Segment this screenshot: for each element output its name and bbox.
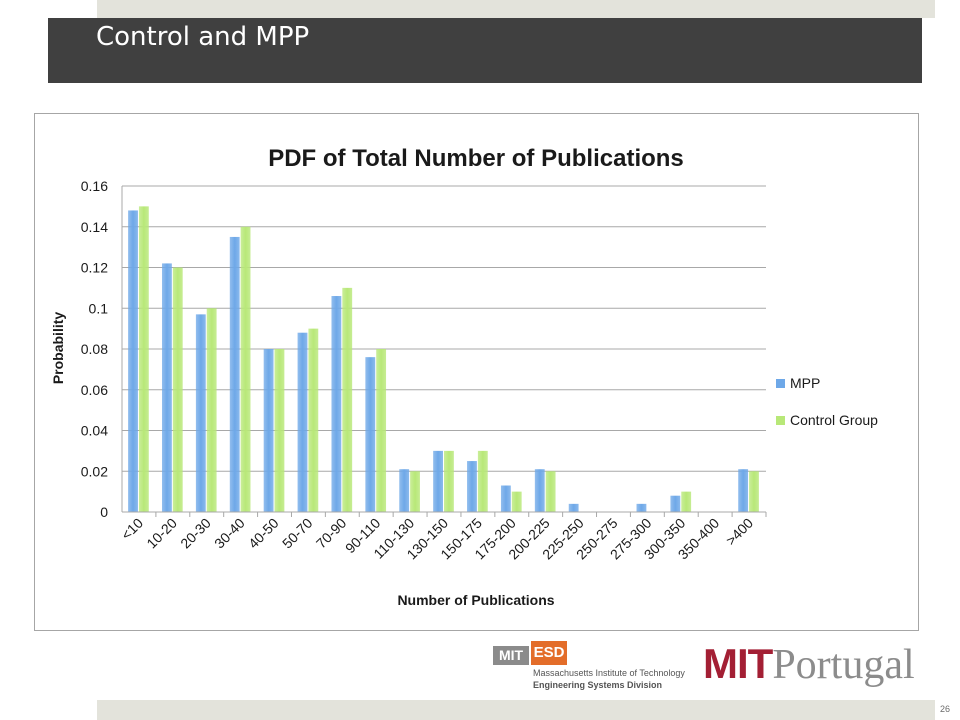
y-tick-label: 0.12: [81, 260, 108, 276]
x-axis-ticks: <1010-2020-3030-4040-5050-7070-9090-1101…: [118, 511, 767, 562]
bar-control-group: [138, 206, 149, 512]
bar-control-group: [444, 450, 454, 512]
bar-mpp: [568, 503, 579, 512]
x-tick-label: 50-70: [279, 515, 316, 552]
bar-mpp: [500, 485, 511, 512]
bar-control-group: [410, 471, 420, 512]
mit-esd-logo-line1: Massachusetts Institute of Technology: [533, 668, 685, 678]
mit-esd-logo-esd: ESD: [531, 641, 567, 665]
mit-portugal-logo-mit: MIT: [703, 640, 773, 687]
x-tick-label: >400: [723, 515, 757, 549]
legend-label-control-group: Control Group: [790, 412, 878, 428]
bar-control-group: [240, 226, 251, 512]
top-accent-strip: [97, 0, 935, 18]
bar-control-group: [342, 287, 353, 512]
x-tick-label: 40-50: [245, 515, 282, 552]
bar-control-group: [477, 450, 488, 512]
bar-control-group: [274, 349, 285, 512]
y-tick-label: 0.08: [81, 341, 108, 357]
mit-portugal-logo-portugal: Portugal: [772, 642, 915, 688]
slide-title: Control and MPP: [96, 22, 310, 52]
bar-mpp: [297, 332, 308, 512]
y-tick-label: 0.1: [89, 300, 109, 316]
bar-control-group: [681, 491, 692, 512]
y-tick-label: 0.14: [81, 219, 108, 235]
bars: [128, 206, 759, 512]
bar-mpp: [433, 450, 443, 512]
bar-control-group: [749, 471, 759, 512]
x-tick-label: 20-30: [177, 515, 214, 552]
legend-swatch-mpp: [776, 379, 785, 388]
y-axis-label: Probability: [50, 312, 66, 385]
y-tick-label: 0.16: [81, 178, 108, 194]
x-tick-label: 30-40: [211, 515, 248, 552]
y-axis-ticks: 0 0.02 0.04 0.06 0.08 0.1 0.12 0.14 0.16: [81, 178, 108, 520]
bottom-accent-strip: [97, 700, 935, 720]
bar-mpp: [399, 469, 410, 512]
bar-mpp: [331, 296, 342, 512]
bar-mpp: [636, 503, 647, 512]
bar-mpp: [263, 349, 274, 512]
legend-label-mpp: MPP: [790, 375, 820, 391]
bar-control-group: [308, 328, 319, 512]
page-number: 26: [940, 704, 951, 714]
y-tick-label: 0.04: [81, 423, 108, 439]
chart-title: PDF of Total Number of Publications: [268, 145, 684, 172]
y-tick-label: 0.06: [81, 382, 108, 398]
bar-control-group: [376, 349, 387, 512]
bar-mpp: [467, 461, 477, 512]
chart: PDF of Total Number of Publications 0 0.0…: [50, 145, 878, 608]
mit-portugal-logo: MITPortugal: [703, 640, 915, 689]
bar-control-group: [172, 267, 183, 512]
mit-esd-logo-line2: Engineering Systems Division: [533, 680, 663, 690]
legend: MPP Control Group: [776, 375, 878, 428]
bar-mpp: [128, 210, 138, 512]
mit-esd-logo-mit: MIT: [493, 646, 529, 665]
legend-swatch-control-group: [776, 416, 785, 425]
y-tick-label: 0: [100, 504, 108, 520]
title-bar: [48, 18, 922, 83]
bar-mpp: [670, 495, 681, 512]
mit-esd-logo: MIT ESD Massachusetts Institute of Techn…: [493, 641, 698, 695]
bar-control-group: [545, 471, 556, 512]
bar-mpp: [229, 236, 240, 512]
bar-mpp: [161, 263, 172, 512]
y-tick-label: 0.02: [81, 463, 108, 479]
x-tick-label: 10-20: [143, 515, 180, 552]
bar-mpp: [365, 357, 376, 512]
bar-mpp: [195, 314, 206, 512]
bar-mpp: [534, 469, 545, 512]
bar-control-group: [511, 491, 522, 512]
chart-frame: PDF of Total Number of Publications 0 0.0…: [34, 113, 919, 631]
bar-mpp: [738, 469, 749, 512]
x-tick-label: <10: [118, 515, 146, 543]
bar-control-group: [206, 308, 217, 512]
x-axis-label: Number of Publications: [397, 592, 554, 608]
